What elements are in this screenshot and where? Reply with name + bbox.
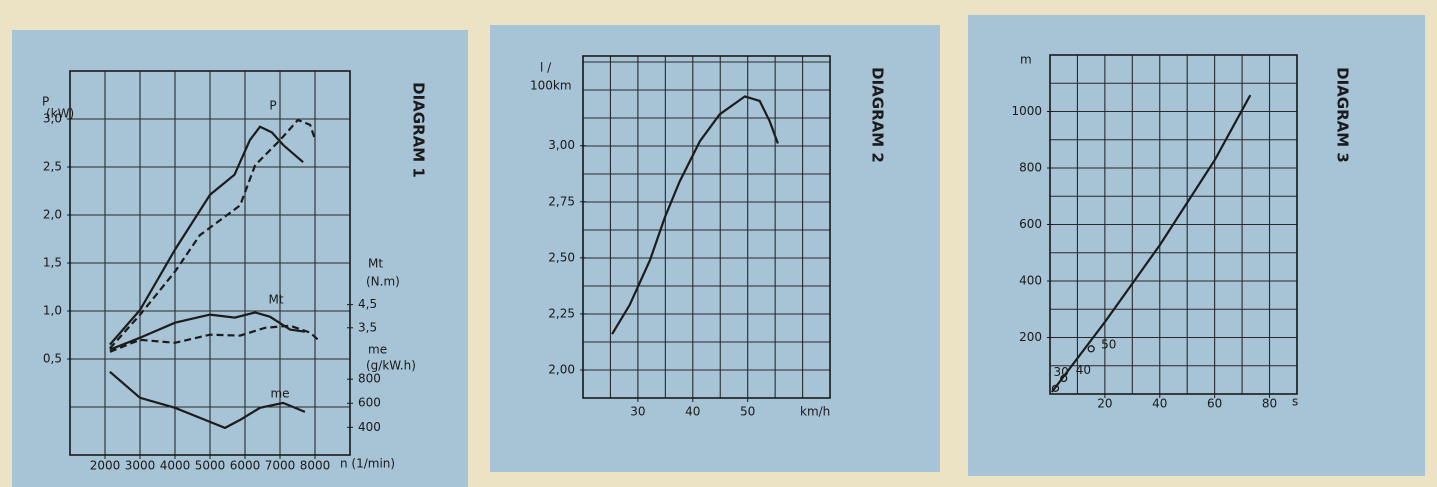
- curve: [109, 118, 317, 350]
- curve: [109, 324, 319, 353]
- panel: [12, 30, 468, 487]
- x-tick-label: 40: [685, 405, 700, 419]
- curve: [109, 370, 306, 430]
- y-tick-label: 2,00: [548, 362, 575, 376]
- panel: [968, 15, 1425, 476]
- curve: [1051, 94, 1252, 393]
- axis-label: me: [368, 343, 387, 357]
- y-tick-label: 600: [1019, 217, 1042, 231]
- axis-label: P: [42, 95, 49, 109]
- axis-label: (kW): [46, 107, 74, 121]
- chart-title: DIAGRAM 2: [869, 67, 887, 163]
- x-tick-label: 3000: [125, 459, 156, 473]
- x-tick-label: 4000: [160, 459, 191, 473]
- y-tick-label: 400: [358, 420, 381, 434]
- y-tick-label: 2,25: [548, 306, 575, 320]
- chart-title: DIAGRAM 1: [410, 82, 428, 178]
- axis-label: l /: [540, 61, 552, 75]
- y-tick-label: 3,00: [548, 138, 575, 152]
- x-tick-label: 2000: [90, 459, 121, 473]
- x-tick-label: 40: [1152, 397, 1167, 411]
- x-tick-label: 60: [1207, 397, 1222, 411]
- axis-label: 100km: [530, 79, 572, 93]
- x-tick-label: 7000: [265, 459, 296, 473]
- y-tick-label: 1,5: [43, 256, 62, 270]
- y-tick-label: 400: [1019, 274, 1042, 288]
- y-tick-label: 2,75: [548, 194, 575, 208]
- y-tick-label: 2,5: [43, 160, 62, 174]
- y-tick-label: 1000: [1011, 104, 1042, 118]
- x-axis-label: n (1/min): [340, 457, 395, 471]
- x-tick-label: 6000: [230, 459, 261, 473]
- x-tick-label: 50: [740, 405, 755, 419]
- speed-label: 40: [1076, 363, 1091, 377]
- x-tick-label: 20: [1097, 397, 1112, 411]
- curve: [611, 95, 779, 335]
- y-tick-label: 3,0: [43, 112, 62, 126]
- speed-marker: [1051, 384, 1060, 393]
- axis-label: m: [1020, 53, 1032, 67]
- y-tick-label: 2,0: [43, 208, 62, 222]
- curve-label: me: [270, 387, 289, 401]
- y-tick-label: 4,5: [358, 297, 377, 311]
- y-tick-label: 3,5: [358, 320, 377, 334]
- curve-label: P: [269, 99, 276, 113]
- plot-frame: [582, 55, 831, 399]
- y-tick-label: 1,0: [43, 304, 62, 318]
- speed-marker: [1087, 345, 1095, 353]
- speed-marker: [1060, 374, 1068, 383]
- axis-label: Mt: [368, 257, 383, 271]
- x-tick-label: 80: [1262, 397, 1277, 411]
- x-tick-label: 30: [630, 405, 645, 419]
- speed-label: 50: [1101, 337, 1116, 351]
- y-tick-label: 800: [358, 372, 381, 386]
- curve: [109, 125, 304, 346]
- x-axis-label: s: [1292, 395, 1298, 409]
- x-tick-label: 5000: [195, 459, 226, 473]
- chart-title: DIAGRAM 3: [1334, 67, 1352, 163]
- y-tick-label: 2,50: [548, 250, 575, 264]
- axis-label: (N.m): [366, 275, 400, 289]
- curve-label: Mt: [268, 293, 283, 307]
- x-axis-label: km/h: [800, 405, 830, 419]
- y-tick-label: 800: [1019, 161, 1042, 175]
- y-tick-label: 200: [1019, 330, 1042, 344]
- y-tick-label: 0,5: [43, 352, 62, 366]
- y-tick-label: 600: [358, 396, 381, 410]
- x-tick-label: 8000: [300, 459, 331, 473]
- axis-label: (g/kW.h): [366, 359, 416, 373]
